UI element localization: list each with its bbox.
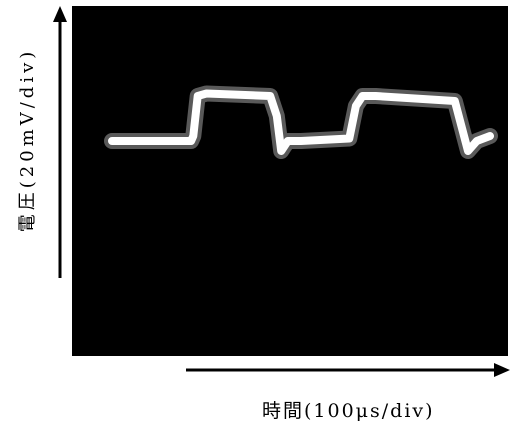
- oscilloscope-screen: [72, 6, 508, 356]
- y-axis-label: 電圧(20mV/div): [0, 0, 52, 280]
- trace-line: [108, 89, 494, 155]
- x-axis-label: 時間(100μs/div): [262, 400, 435, 422]
- x-axis-arrow: [186, 363, 510, 377]
- y-axis-label-text: 電圧(20mV/div): [17, 47, 38, 233]
- y-axis-arrow: [53, 6, 67, 278]
- trace-plot: [104, 85, 498, 159]
